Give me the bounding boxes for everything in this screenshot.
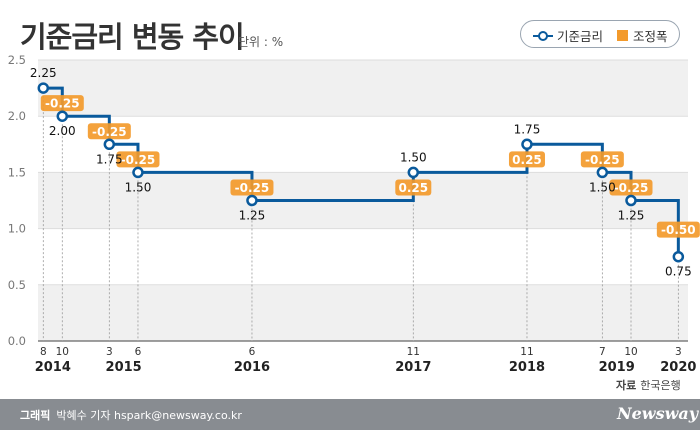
change-badge [508,151,545,168]
year-label: 2018 [509,360,545,375]
credit-value: 박혜수 기자 hspark@newsway.co.kr [56,409,242,422]
month-tick-label: 7 [599,346,606,358]
credit: 그래픽 박혜수 기자 hspark@newsway.co.kr [20,407,242,423]
value-label: 1.25 [618,209,645,223]
value-label: 1.25 [239,209,266,223]
y-tick-label: 1.0 [8,222,26,236]
month-tick-label: 11 [520,346,533,358]
rate-point [625,194,637,207]
rate-point [56,110,69,122]
change-badge [609,179,653,196]
legend: 기준금리 조정폭 [520,20,680,48]
change-label: -0.25 [45,97,80,111]
month-tick-label: 8 [40,346,47,358]
change-label: -0.25 [92,125,127,139]
y-tick-label: 2.0 [8,109,26,123]
value-label: 2.25 [30,66,57,80]
change-badge [656,221,700,238]
value-label: 2.00 [49,124,76,138]
change-label: -0.25 [585,153,620,167]
change-label: -0.25 [121,153,156,167]
value-label: 1.50 [125,180,152,194]
year-label: 2016 [234,360,270,375]
change-label: -0.25 [235,181,270,195]
source: 자료 한국은행 [616,377,681,393]
footer-bar: 그래픽 박혜수 기자 hspark@newsway.co.kr Newsway [0,399,700,430]
legend-label-adjust: 조정폭 [633,29,668,44]
y-tick-label: 0.5 [8,278,26,292]
change-badge [87,123,131,140]
rate-point [103,138,116,151]
value-label: 1.50 [589,180,616,194]
year-label: 2015 [106,360,142,375]
square-icon [617,30,628,41]
source-value: 한국은행 [640,379,681,392]
change-label: 0.25 [512,153,542,167]
y-tick-label: 0.0 [8,334,26,348]
grid-band [38,284,688,341]
month-tick-label: 10 [56,346,69,358]
year-label: 2017 [395,360,431,375]
rate-point [132,166,144,179]
rate-point [37,82,50,94]
year-label: 2020 [660,360,696,375]
value-label: 0.75 [665,265,692,279]
rate-point [596,166,609,179]
change-badge [230,179,274,196]
legend-label-rate: 기준금리 [557,29,604,44]
rate-point [407,166,420,179]
change-badge [116,151,160,168]
month-tick-label: 10 [624,346,637,358]
line-marker-icon [533,30,553,42]
value-label: 1.50 [400,150,427,164]
y-tick-label: 2.5 [8,53,26,67]
month-tick-label: 6 [135,346,142,358]
change-badge [580,151,624,168]
year-label: 2014 [35,360,71,375]
rate-point [246,194,258,207]
month-tick-label: 6 [249,346,256,358]
rate-chart: 0.0 0.5 1.0 1.5 2.0 2.5 8 10 3 6 6 11 11 7 10 3 2014 2015… [8,53,700,375]
brand-logo: Newsway [617,404,699,423]
source-label: 자료 [616,379,637,392]
legend-item-adjust: 조정폭 [617,26,668,45]
month-tick-label: 11 [407,346,420,358]
value-label: 1.75 [514,122,541,136]
month-tick-label: 3 [675,346,682,358]
credit-label: 그래픽 [20,409,51,422]
month-tick-label: 3 [106,346,113,358]
rate-series-line [43,86,680,257]
page-title: 기준금리 변동 추이 [20,20,245,54]
change-label: -0.25 [614,181,649,195]
legend-item-rate: 기준금리 [533,26,603,45]
rate-point [521,138,533,151]
change-label: 0.25 [398,181,428,195]
change-label: -0.50 [661,223,696,237]
grid-band [38,60,688,117]
change-badge [40,95,84,112]
year-label: 2019 [599,360,635,375]
y-tick-label: 1.5 [8,165,26,179]
change-badge [395,179,432,196]
value-label: 1.75 [96,152,123,166]
unit-label: 단위 : % [238,35,284,49]
rate-point [672,250,685,263]
